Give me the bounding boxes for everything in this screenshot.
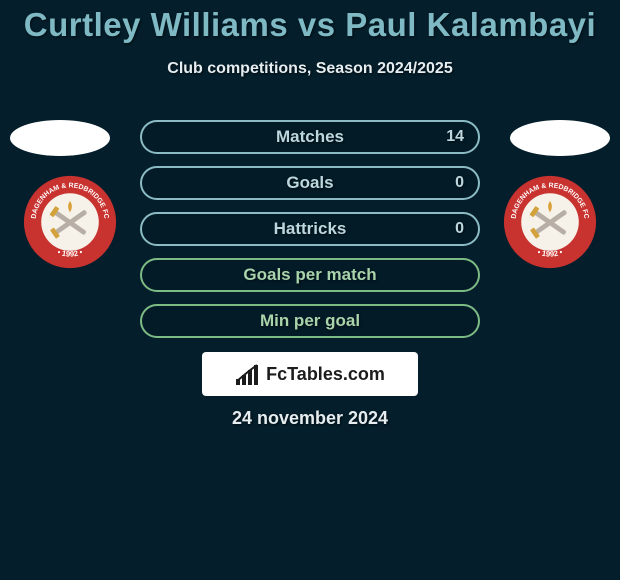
player-left-ellipse <box>10 120 110 156</box>
stat-row-hattricks: Hattricks 0 <box>140 212 480 246</box>
stat-label: Goals <box>286 173 333 193</box>
page-subtitle: Club competitions, Season 2024/2025 <box>0 60 620 78</box>
brand-box: FcTables.com <box>202 352 418 396</box>
brand-text: FcTables.com <box>266 364 385 385</box>
stats-container: Matches 14 Goals 0 Hattricks 0 Goals per… <box>140 120 480 350</box>
page-title: Curtley Williams vs Paul Kalambayi <box>0 0 620 44</box>
footer-date: 24 november 2024 <box>0 408 620 429</box>
club-badge-right-svg: DAGENHAM & REDBRIDGE FC • 1992 • <box>502 174 598 270</box>
player-right-ellipse <box>510 120 610 156</box>
club-badge-right: DAGENHAM & REDBRIDGE FC • 1992 • <box>502 174 598 270</box>
stat-label: Matches <box>276 127 344 147</box>
stat-row-matches: Matches 14 <box>140 120 480 154</box>
stat-row-goals: Goals 0 <box>140 166 480 200</box>
stat-label: Hattricks <box>274 219 347 239</box>
brand-chart-icon <box>235 363 261 385</box>
stat-right-value: 0 <box>455 220 464 238</box>
stat-right-value: 0 <box>455 174 464 192</box>
stat-row-min-per-goal: Min per goal <box>140 304 480 338</box>
club-badge-left: DAGENHAM & REDBRIDGE FC • 1992 • <box>22 174 118 270</box>
stat-label: Min per goal <box>260 311 360 331</box>
stat-right-value: 14 <box>446 128 464 146</box>
stat-label: Goals per match <box>243 265 376 285</box>
club-badge-left-svg: DAGENHAM & REDBRIDGE FC • 1992 • <box>22 174 118 270</box>
stat-row-goals-per-match: Goals per match <box>140 258 480 292</box>
